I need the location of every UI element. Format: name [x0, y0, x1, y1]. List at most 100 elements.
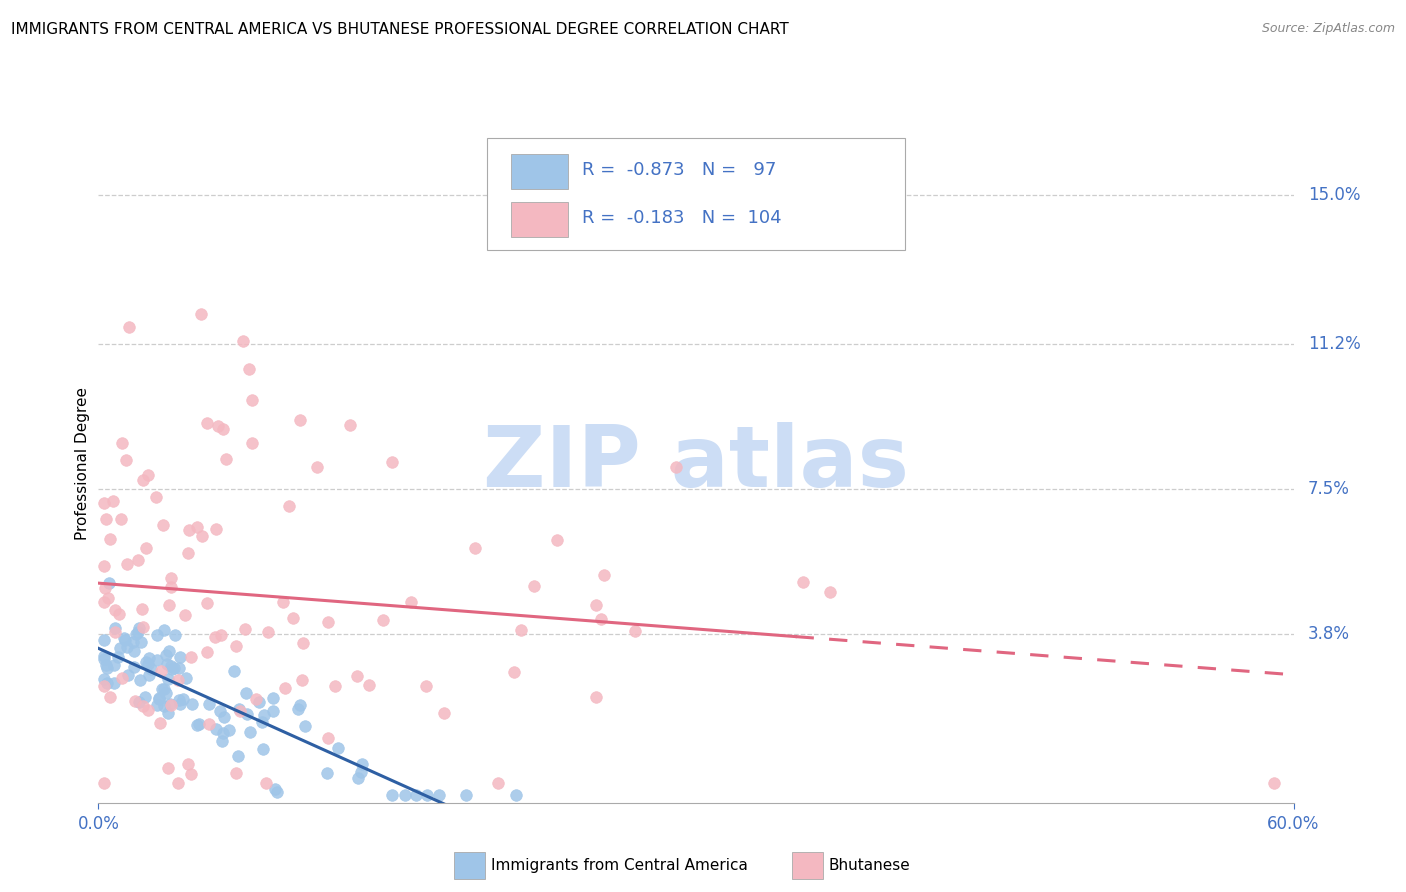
Point: [180, 698, 202, 712]
Point: [114, 453, 136, 467]
Point: [359, 678, 381, 692]
Point: [155, 648, 177, 662]
Point: [262, 691, 284, 706]
Text: Source: ZipAtlas.com: Source: ZipAtlas.com: [1261, 22, 1395, 36]
Point: [225, 765, 247, 780]
Text: 15.0%: 15.0%: [1308, 186, 1361, 204]
Point: [159, 698, 181, 713]
Point: [195, 645, 218, 659]
Point: [186, 520, 208, 534]
Point: [162, 662, 184, 676]
Point: [238, 362, 260, 376]
Point: [381, 455, 404, 469]
Point: [148, 691, 170, 706]
FancyBboxPatch shape: [486, 138, 905, 251]
Point: [160, 571, 183, 585]
Point: [287, 701, 309, 715]
Point: [138, 668, 160, 682]
Point: [205, 522, 228, 536]
Point: [592, 568, 614, 582]
Point: [416, 788, 439, 802]
Point: [792, 574, 814, 589]
Point: [191, 529, 214, 543]
Point: [350, 765, 373, 780]
Point: [247, 695, 270, 709]
Point: [148, 715, 170, 730]
Point: [122, 659, 145, 673]
Point: [239, 725, 262, 739]
Point: [291, 673, 314, 687]
Point: [128, 695, 150, 709]
Point: [233, 622, 256, 636]
Point: [433, 706, 456, 720]
Point: [339, 418, 361, 433]
Point: [103, 622, 125, 636]
Point: [169, 697, 191, 711]
Point: [111, 436, 134, 450]
Point: [316, 615, 339, 629]
Point: [110, 641, 132, 656]
Point: [157, 761, 180, 775]
FancyBboxPatch shape: [510, 202, 568, 237]
Point: [96, 676, 118, 690]
Point: [115, 557, 138, 571]
Point: [350, 757, 373, 772]
Point: [131, 635, 153, 649]
Point: [454, 788, 477, 802]
Point: [242, 435, 264, 450]
Point: [262, 704, 284, 718]
Text: 3.8%: 3.8%: [1308, 625, 1350, 643]
Point: [212, 726, 235, 740]
Point: [93, 652, 115, 666]
Point: [235, 685, 257, 699]
Text: ZIP atlas: ZIP atlas: [484, 422, 908, 506]
Point: [136, 703, 159, 717]
Point: [163, 661, 186, 675]
Point: [117, 668, 139, 682]
Point: [163, 627, 186, 641]
Text: IMMIGRANTS FROM CENTRAL AMERICA VS BHUTANESE PROFESSIONAL DEGREE CORRELATION CHA: IMMIGRANTS FROM CENTRAL AMERICA VS BHUTA…: [11, 22, 789, 37]
Point: [157, 672, 180, 686]
Point: [139, 662, 162, 676]
Point: [505, 788, 527, 802]
Point: [250, 715, 273, 730]
Point: [167, 673, 190, 688]
Point: [132, 473, 155, 487]
Point: [145, 490, 167, 504]
Point: [209, 628, 232, 642]
Point: [208, 704, 231, 718]
Point: [212, 422, 235, 436]
Point: [212, 710, 235, 724]
Point: [325, 679, 347, 693]
Point: [236, 707, 259, 722]
Point: [215, 451, 238, 466]
Point: [381, 788, 404, 802]
Point: [93, 496, 115, 510]
Point: [97, 591, 120, 605]
Point: [190, 307, 212, 321]
Point: [197, 697, 219, 711]
Point: [104, 603, 127, 617]
Text: Immigrants from Central America: Immigrants from Central America: [491, 858, 748, 872]
Point: [131, 602, 153, 616]
Point: [271, 595, 294, 609]
Point: [127, 625, 149, 640]
Point: [157, 644, 180, 658]
Point: [589, 612, 612, 626]
Point: [167, 776, 190, 790]
Point: [174, 671, 197, 685]
Text: Bhutanese: Bhutanese: [828, 858, 910, 872]
Point: [177, 757, 200, 772]
Point: [486, 776, 509, 790]
Point: [665, 459, 688, 474]
Point: [136, 467, 159, 482]
Point: [254, 776, 277, 790]
Point: [124, 627, 146, 641]
Point: [207, 418, 229, 433]
Point: [134, 541, 156, 555]
Point: [146, 628, 169, 642]
Point: [371, 613, 394, 627]
Point: [326, 741, 349, 756]
Point: [138, 650, 160, 665]
Point: [204, 630, 226, 644]
